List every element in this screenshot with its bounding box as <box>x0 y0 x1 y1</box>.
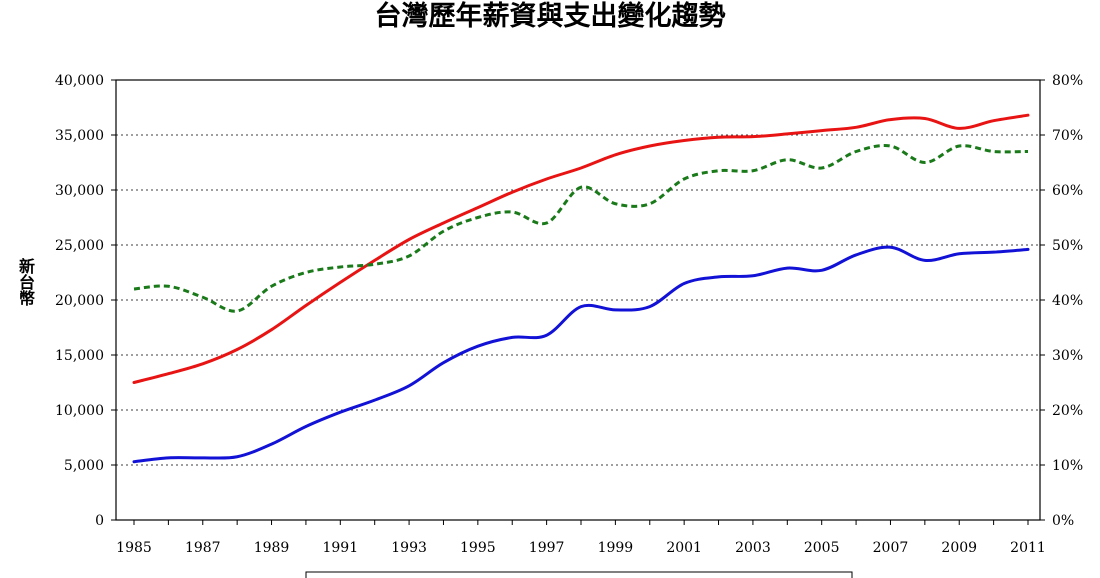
y-right-tick-label: 50% <box>1052 238 1083 254</box>
x-tick-label: 1995 <box>460 540 496 556</box>
chart-title: 台灣歷年薪資與支出變化趨勢 <box>374 1 726 32</box>
x-tick-label: 2007 <box>873 540 909 556</box>
x-tick-label: 1985 <box>116 540 152 556</box>
y-right-tick-label: 80% <box>1052 73 1083 89</box>
y-left-tick-label: 40,000 <box>55 73 104 89</box>
series-lines <box>132 113 1030 464</box>
y-left-tick-label: 0 <box>95 513 104 529</box>
y-right-tick-label: 0% <box>1052 513 1074 529</box>
x-tick-label: 1989 <box>254 540 290 556</box>
series-line-2 <box>132 245 1030 464</box>
y-right-tick-label: 20% <box>1052 403 1083 419</box>
y-right-tick-label: 30% <box>1052 348 1083 364</box>
y-left-tick-label: 20,000 <box>55 293 104 309</box>
series-line-3 <box>133 144 1029 313</box>
y-right-tick-label: 70% <box>1052 128 1083 144</box>
grid-lines <box>116 134 1040 466</box>
x-tick-label: 1997 <box>529 540 565 556</box>
x-tick-label: 2003 <box>735 540 771 556</box>
y-left-tick-label: 35,000 <box>55 128 104 144</box>
y-left-tick-label: 30,000 <box>55 183 104 199</box>
x-tick-label: 2011 <box>1010 540 1046 556</box>
y-right-tick-label: 10% <box>1052 458 1083 474</box>
y-left-tick-label: 5,000 <box>64 458 104 474</box>
y-right-tick-label: 40% <box>1052 293 1083 309</box>
x-tick-label: 1993 <box>391 540 427 556</box>
x-tick-label: 1999 <box>598 540 634 556</box>
y-axis-left-ticks: 0 5,000 10,000 15,000 20,000 25,000 30,000 35,0… <box>55 73 116 529</box>
y-axis-left-label: 新台幣 <box>16 258 35 306</box>
y-left-tick-label: 25,000 <box>55 238 104 254</box>
x-axis-ticks: 1985 1987 1989 1991 1993 1995 1997 1999 2001 2003… <box>116 520 1046 556</box>
x-tick-label: 1991 <box>322 540 358 556</box>
series-line-1 <box>132 113 1030 384</box>
x-tick-label: 2001 <box>666 540 702 556</box>
x-tick-label: 2005 <box>804 540 840 556</box>
legend-box <box>305 571 853 578</box>
y-axis-right-ticks: 0% 10% 20% 30% 40% 50% 60% 70% 80% <box>1040 73 1083 529</box>
y-left-tick-label: 10,000 <box>55 403 104 419</box>
y-right-tick-label: 60% <box>1052 183 1083 199</box>
x-tick-label: 2009 <box>941 540 977 556</box>
y-left-tick-label: 15,000 <box>55 348 104 364</box>
x-tick-label: 1987 <box>185 540 221 556</box>
